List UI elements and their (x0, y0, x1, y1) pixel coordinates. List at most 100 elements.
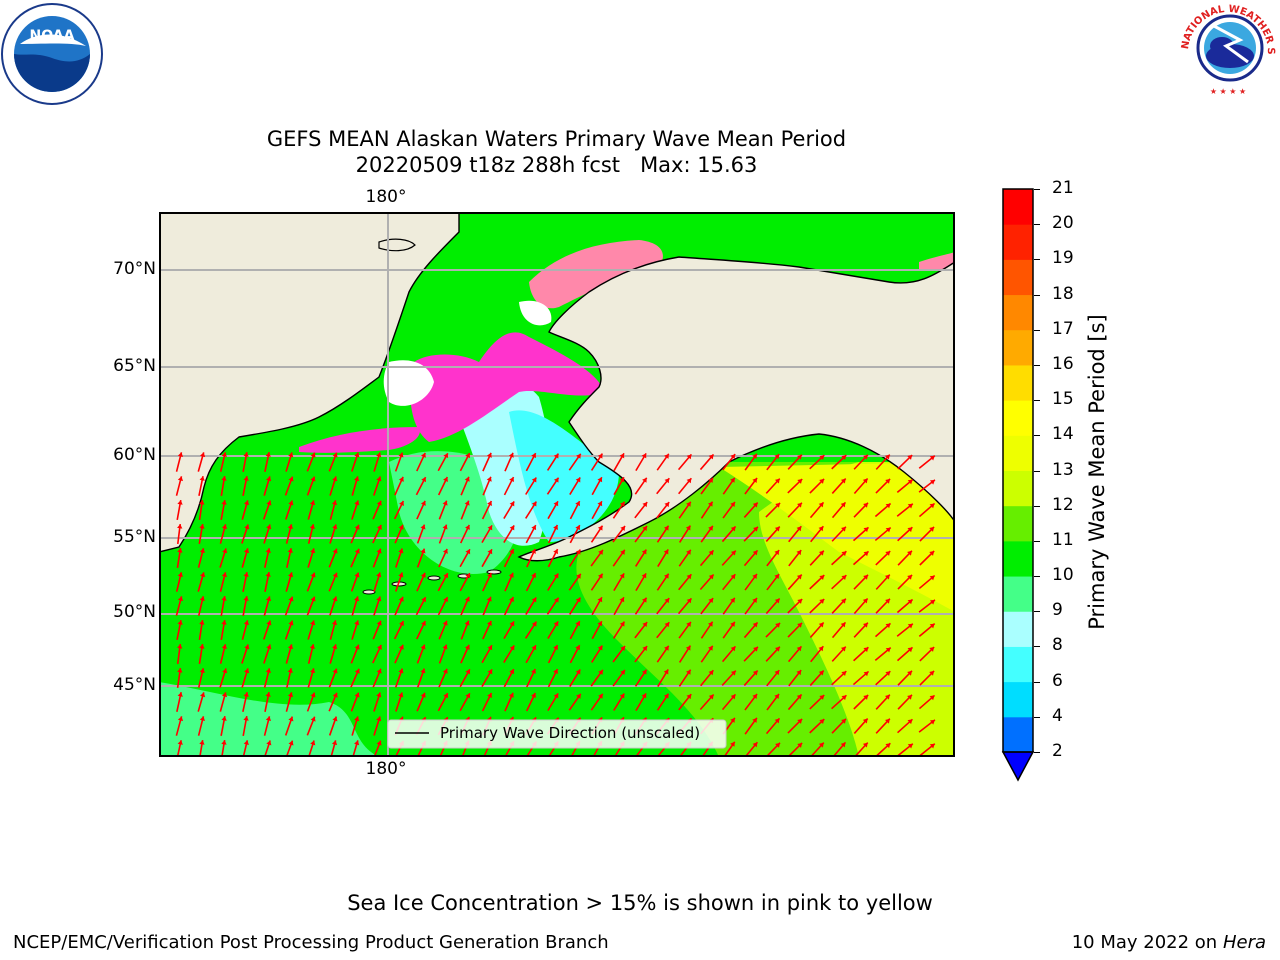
wave-arrow-head (929, 623, 935, 629)
wave-arrow-head (442, 668, 448, 674)
wave-arrow-head (420, 692, 426, 698)
wave-arrow-head (354, 620, 360, 626)
wave-arrow-head (244, 668, 250, 674)
wave-arrow-head (443, 597, 448, 603)
wave-arrow-head (642, 477, 647, 483)
wave-arrow-head (309, 524, 315, 530)
lat-label-70n: 70°N (113, 259, 156, 279)
wave-arrow-head (774, 574, 780, 580)
wave-arrow-head (531, 597, 537, 603)
colorbar-tick (1034, 752, 1040, 753)
wave-arrow-head (244, 644, 250, 650)
colorbar-cell (1003, 716, 1033, 753)
wave-arrow-head (775, 742, 780, 748)
wave-arrow-head (530, 548, 536, 554)
wave-arrow-head (907, 623, 913, 629)
colorbar-tick-label: 9 (1052, 600, 1063, 621)
wave-arrow-head (487, 645, 493, 651)
wave-arrow-head (288, 596, 294, 602)
wave-arrow-head (420, 668, 426, 674)
wave-arrow-head (796, 670, 802, 676)
wave-arrow-head (929, 695, 935, 701)
wave-arrow-head (332, 596, 338, 602)
wave-arrow-head (399, 501, 404, 506)
wave-arrow-head (841, 671, 847, 677)
wave-arrow-head (508, 692, 514, 698)
wave-arrow-head (929, 479, 935, 485)
wave-arrow-head (796, 550, 802, 556)
wave-arrow-head (797, 454, 802, 460)
wave-arrow-head (885, 623, 891, 629)
wave-arrow-head (863, 527, 869, 533)
wave-period-map: Primary Wave Direction (unscaled) (159, 212, 955, 757)
wave-arrow-head (598, 693, 603, 699)
wave-arrow-head (863, 622, 868, 628)
wave-arrow-head (575, 621, 581, 627)
wave-arrow-head (907, 647, 913, 653)
wave-arrow-head (221, 476, 227, 481)
wave-arrow-head (907, 527, 913, 533)
wave-arrow-head (398, 668, 404, 674)
colorbar-cell (1003, 435, 1033, 471)
wave-arrow-head (774, 646, 780, 652)
wave-arrow-head (730, 526, 736, 532)
wave-arrow-head (730, 574, 736, 580)
sea-ice-bering-strait (410, 332, 604, 442)
wave-arrow-head (818, 622, 824, 628)
wave-arrow-head (465, 524, 470, 530)
wave-arrow-head (753, 526, 758, 532)
wave-arrow-head (376, 476, 382, 482)
wave-arrow-head (332, 644, 338, 650)
wave-arrow-head (885, 503, 891, 509)
lon-label-top: 180° (365, 187, 407, 207)
wave-arrow-head (730, 694, 736, 700)
wave-arrow-head (752, 478, 758, 484)
colorbar-tick (1034, 364, 1040, 366)
wave-arrow-head (774, 550, 780, 556)
wave-arrow-head (774, 598, 780, 604)
wave-arrow-head (664, 478, 670, 484)
lat-label-65n: 65°N (113, 356, 156, 376)
wave-arrow-head (686, 669, 691, 675)
wave-arrow-head (663, 669, 669, 675)
wave-arrow-head (221, 596, 227, 601)
wave-arrow-head (376, 668, 382, 674)
colorbar-cell (1003, 329, 1033, 366)
wave-arrow-head (331, 500, 338, 506)
land-alaska (517, 212, 955, 562)
colorbar-under-triangle (1001, 751, 1035, 782)
wave-arrow-head (243, 620, 250, 626)
field-7-8s-bristol (509, 410, 619, 542)
wave-arrow-head (907, 670, 912, 676)
wave-arrow-head (553, 477, 559, 483)
wave-arrow-head (597, 501, 603, 507)
wave-arrow-head (354, 524, 360, 530)
wave-arrow-head (840, 742, 846, 748)
colorbar-tick-label: 18 (1052, 283, 1074, 304)
wave-arrow-head (775, 622, 781, 628)
wave-arrow-head (576, 693, 581, 699)
wave-arrow-head (841, 455, 847, 460)
wave-arrow-head (509, 669, 515, 675)
wave-arrow-head (620, 549, 625, 555)
wave-arrow-head (619, 597, 625, 603)
wave-arrow-head (553, 525, 558, 530)
wave-arrow-head (199, 716, 205, 722)
wave-arrow-head (509, 596, 514, 602)
wave-arrow-head (642, 622, 648, 628)
wave-arrow-head (575, 477, 581, 483)
colorbar-tick (1034, 189, 1040, 190)
wave-arrow-head (598, 669, 603, 675)
wave-arrow-head (398, 524, 404, 530)
colorbar-tick-label: 4 (1052, 705, 1063, 726)
wave-arrow-head (531, 525, 537, 531)
wave-arrow-head (443, 453, 449, 459)
wave-arrow-head (862, 718, 868, 724)
wave-arrow-head (221, 500, 227, 505)
lat-label-60n: 60°N (113, 445, 156, 465)
wave-arrow-head (708, 525, 713, 531)
wave-arrow-head (177, 668, 183, 673)
colorbar-cell (1003, 224, 1033, 260)
wave-arrow-head (287, 692, 294, 698)
wave-arrow-head (266, 476, 272, 482)
